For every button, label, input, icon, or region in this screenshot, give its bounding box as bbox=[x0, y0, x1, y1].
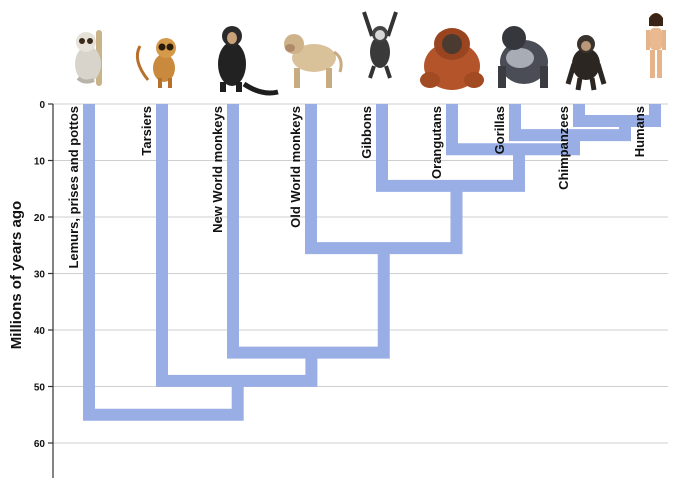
animal-illustrations bbox=[75, 11, 666, 96]
cladogram-branches bbox=[83, 104, 661, 421]
branch-humans-chimpanzees bbox=[573, 104, 661, 127]
y-tick-label: 40 bbox=[34, 326, 46, 337]
y-tick-label: 30 bbox=[34, 270, 46, 281]
taxon-label-nwm: New World monkeys bbox=[210, 106, 225, 233]
loris-icon bbox=[75, 30, 102, 86]
baboon-icon bbox=[284, 34, 343, 88]
taxon-label-chimps: Chimpanzees bbox=[556, 106, 571, 190]
taxon-label-owm: Old World monkeys bbox=[288, 106, 303, 228]
y-tick-label: 10 bbox=[34, 157, 46, 168]
y-axis-title: Millions of years ago bbox=[8, 201, 25, 349]
y-tick-label: 60 bbox=[34, 439, 46, 450]
gibbon-icon bbox=[362, 11, 398, 79]
spider-monkey-icon bbox=[218, 26, 279, 96]
taxon-label-gorillas: Gorillas bbox=[492, 106, 507, 154]
chimpanzee-icon bbox=[565, 35, 607, 91]
taxon-label-gibbons: Gibbons bbox=[359, 106, 374, 159]
human-icon bbox=[646, 13, 666, 78]
taxon-labels: Lemurs, prises and pottos Tarsiers New Wor… bbox=[66, 106, 647, 269]
taxon-label-orangutans: Orangutans bbox=[429, 106, 444, 179]
gridlines bbox=[53, 103, 668, 444]
taxon-label-lemurs: Lemurs, prises and pottos bbox=[66, 106, 81, 269]
y-tick-label: 0 bbox=[39, 100, 45, 111]
y-axis-ticks: 0 10 20 30 40 50 60 bbox=[34, 100, 53, 450]
y-tick-label: 50 bbox=[34, 383, 46, 394]
orangutan-icon bbox=[420, 28, 484, 90]
taxon-label-humans: Humans bbox=[632, 106, 647, 157]
gorilla-icon bbox=[498, 26, 548, 88]
tarsier-icon bbox=[135, 38, 176, 88]
branch-lemurs-haplorhines bbox=[83, 104, 244, 421]
y-tick-label: 20 bbox=[34, 213, 46, 224]
taxon-label-tarsiers: Tarsiers bbox=[139, 106, 154, 156]
